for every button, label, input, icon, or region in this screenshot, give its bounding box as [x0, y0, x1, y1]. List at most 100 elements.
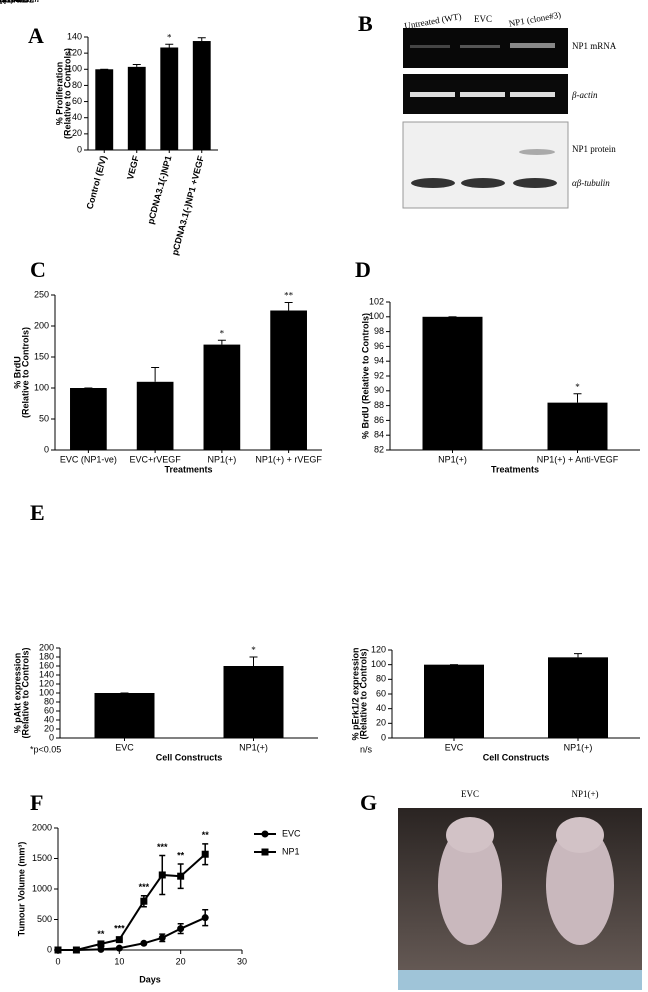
y-tick-label: 60: [376, 688, 386, 698]
marker: [158, 934, 166, 942]
y-tick-label: 60: [44, 705, 54, 715]
y-tick-label: 20: [44, 723, 54, 733]
marker: [115, 936, 123, 944]
x-tick-label: NP1(+) + rVEGF: [255, 454, 322, 464]
x-tick-label: Control (E/V): [85, 155, 109, 211]
lane-label: EVC: [474, 14, 492, 24]
y-tick-label: 1000: [32, 883, 52, 893]
marker: [72, 946, 80, 954]
bar: [203, 344, 241, 450]
x-tick-label: 30: [237, 956, 247, 966]
y-tick-label: 250: [34, 289, 49, 299]
lane-label: NP1(+): [0, 0, 14, 4]
significance: *: [575, 382, 580, 392]
y-tick-label: 120: [39, 678, 54, 688]
bar: [547, 402, 608, 450]
lane-label: WT: [0, 0, 7, 4]
x-axis-label: Cell Constructs: [156, 752, 223, 762]
x-axis-label: Days: [139, 974, 161, 984]
band-label: pAkt: [0, 0, 18, 4]
marker: [54, 946, 62, 954]
y-tick-label: 120: [67, 48, 82, 58]
y-tick-label: 50: [39, 413, 49, 423]
x-tick-label: NP1(+): [564, 742, 593, 752]
y-tick-label: 92: [374, 370, 384, 380]
y-tick-label: 98: [374, 326, 384, 336]
y-axis-label: % BrdU (Relative to Controls): [360, 313, 370, 439]
y-tick-label: 100: [371, 659, 386, 669]
y-tick-label: 94: [374, 356, 384, 366]
lane-label: NP1(+): [0, 0, 14, 4]
error-bar: [217, 339, 226, 345]
band-label: β-actin: [571, 90, 598, 100]
marker: [177, 872, 185, 880]
y-tick-label: 40: [376, 703, 386, 713]
error-bar: [132, 63, 141, 67]
y-tick-label: 40: [44, 714, 54, 724]
band-label: αβ Tubulin: [0, 0, 39, 4]
y-tick-label: 100: [67, 64, 82, 74]
bar: [160, 47, 179, 150]
y-tick-label: 0: [44, 444, 49, 454]
significance: **: [202, 830, 210, 840]
y-axis-label: (Relative to Controls): [20, 327, 30, 418]
y-tick-label: 96: [374, 341, 384, 351]
x-axis-label: Treatments: [164, 464, 212, 474]
marker: [115, 944, 123, 952]
y-tick-label: 20: [376, 718, 386, 728]
lane-label: EVC: [0, 0, 9, 4]
y-tick-label: 0: [381, 732, 386, 742]
y-tick-label: 40: [72, 112, 82, 122]
panel-letter: F: [30, 790, 43, 815]
y-axis-label: % BrdU: [12, 356, 22, 389]
y-tick-label: 60: [72, 96, 82, 106]
y-axis-label: Tumour Volume (mm³): [16, 842, 26, 937]
y-tick-label: 88: [374, 400, 384, 410]
x-tick-label: NP1(+) + Anti-VEGF: [537, 454, 619, 464]
significance: *: [251, 645, 256, 655]
x-tick-label: 20: [176, 956, 186, 966]
x-tick-label: pCDNA3.1(-)NP1 +VEGF: [170, 154, 206, 256]
y-axis-label: % pErk1/2 expression: [350, 647, 360, 740]
y-tick-label: 100: [369, 311, 384, 321]
y-tick-label: 500: [37, 914, 52, 924]
bar: [422, 316, 483, 450]
marker: [97, 945, 105, 953]
y-axis-label: % pAkt expression: [12, 653, 22, 734]
y-tick-label: 1500: [32, 853, 52, 863]
x-axis-label: Cell Constructs: [483, 752, 550, 762]
panel-letter: G: [360, 790, 377, 815]
bar: [270, 310, 307, 450]
bar: [223, 666, 284, 738]
lane-label: EVC: [0, 0, 9, 4]
bar: [548, 657, 608, 738]
legend-marker: [261, 830, 269, 838]
blot-caption: phospho-Erk1/2: [0, 0, 34, 4]
x-tick-label: EVC+rVEGF: [129, 454, 181, 464]
y-tick-label: 80: [44, 696, 54, 706]
error-bar: [573, 393, 582, 403]
photo-label: EVC: [461, 789, 479, 799]
significance: **: [177, 850, 185, 860]
photo: [398, 808, 642, 990]
bar: [136, 381, 174, 450]
blot-b: [402, 28, 569, 209]
y-tick-label: 20: [72, 128, 82, 138]
photo-label: NP1(+): [571, 789, 598, 799]
significance: ***: [139, 882, 150, 892]
y-tick-label: 160: [39, 660, 54, 670]
lane-label: NP1 (clone#3): [508, 10, 562, 29]
significance: **: [284, 291, 294, 301]
error-bar: [574, 653, 582, 658]
legend-label: NP1: [282, 846, 300, 856]
y-axis-label: (Relative to Controls): [358, 648, 368, 739]
band-label: NP1 protein: [572, 144, 616, 154]
marker: [201, 914, 209, 922]
bar: [70, 388, 107, 450]
series-line: [58, 853, 206, 951]
footnote: *p<0.05: [30, 744, 61, 754]
x-tick-label: EVC (NP1-ve): [60, 454, 117, 464]
panel-letter: E: [30, 500, 45, 525]
marker: [201, 850, 209, 858]
